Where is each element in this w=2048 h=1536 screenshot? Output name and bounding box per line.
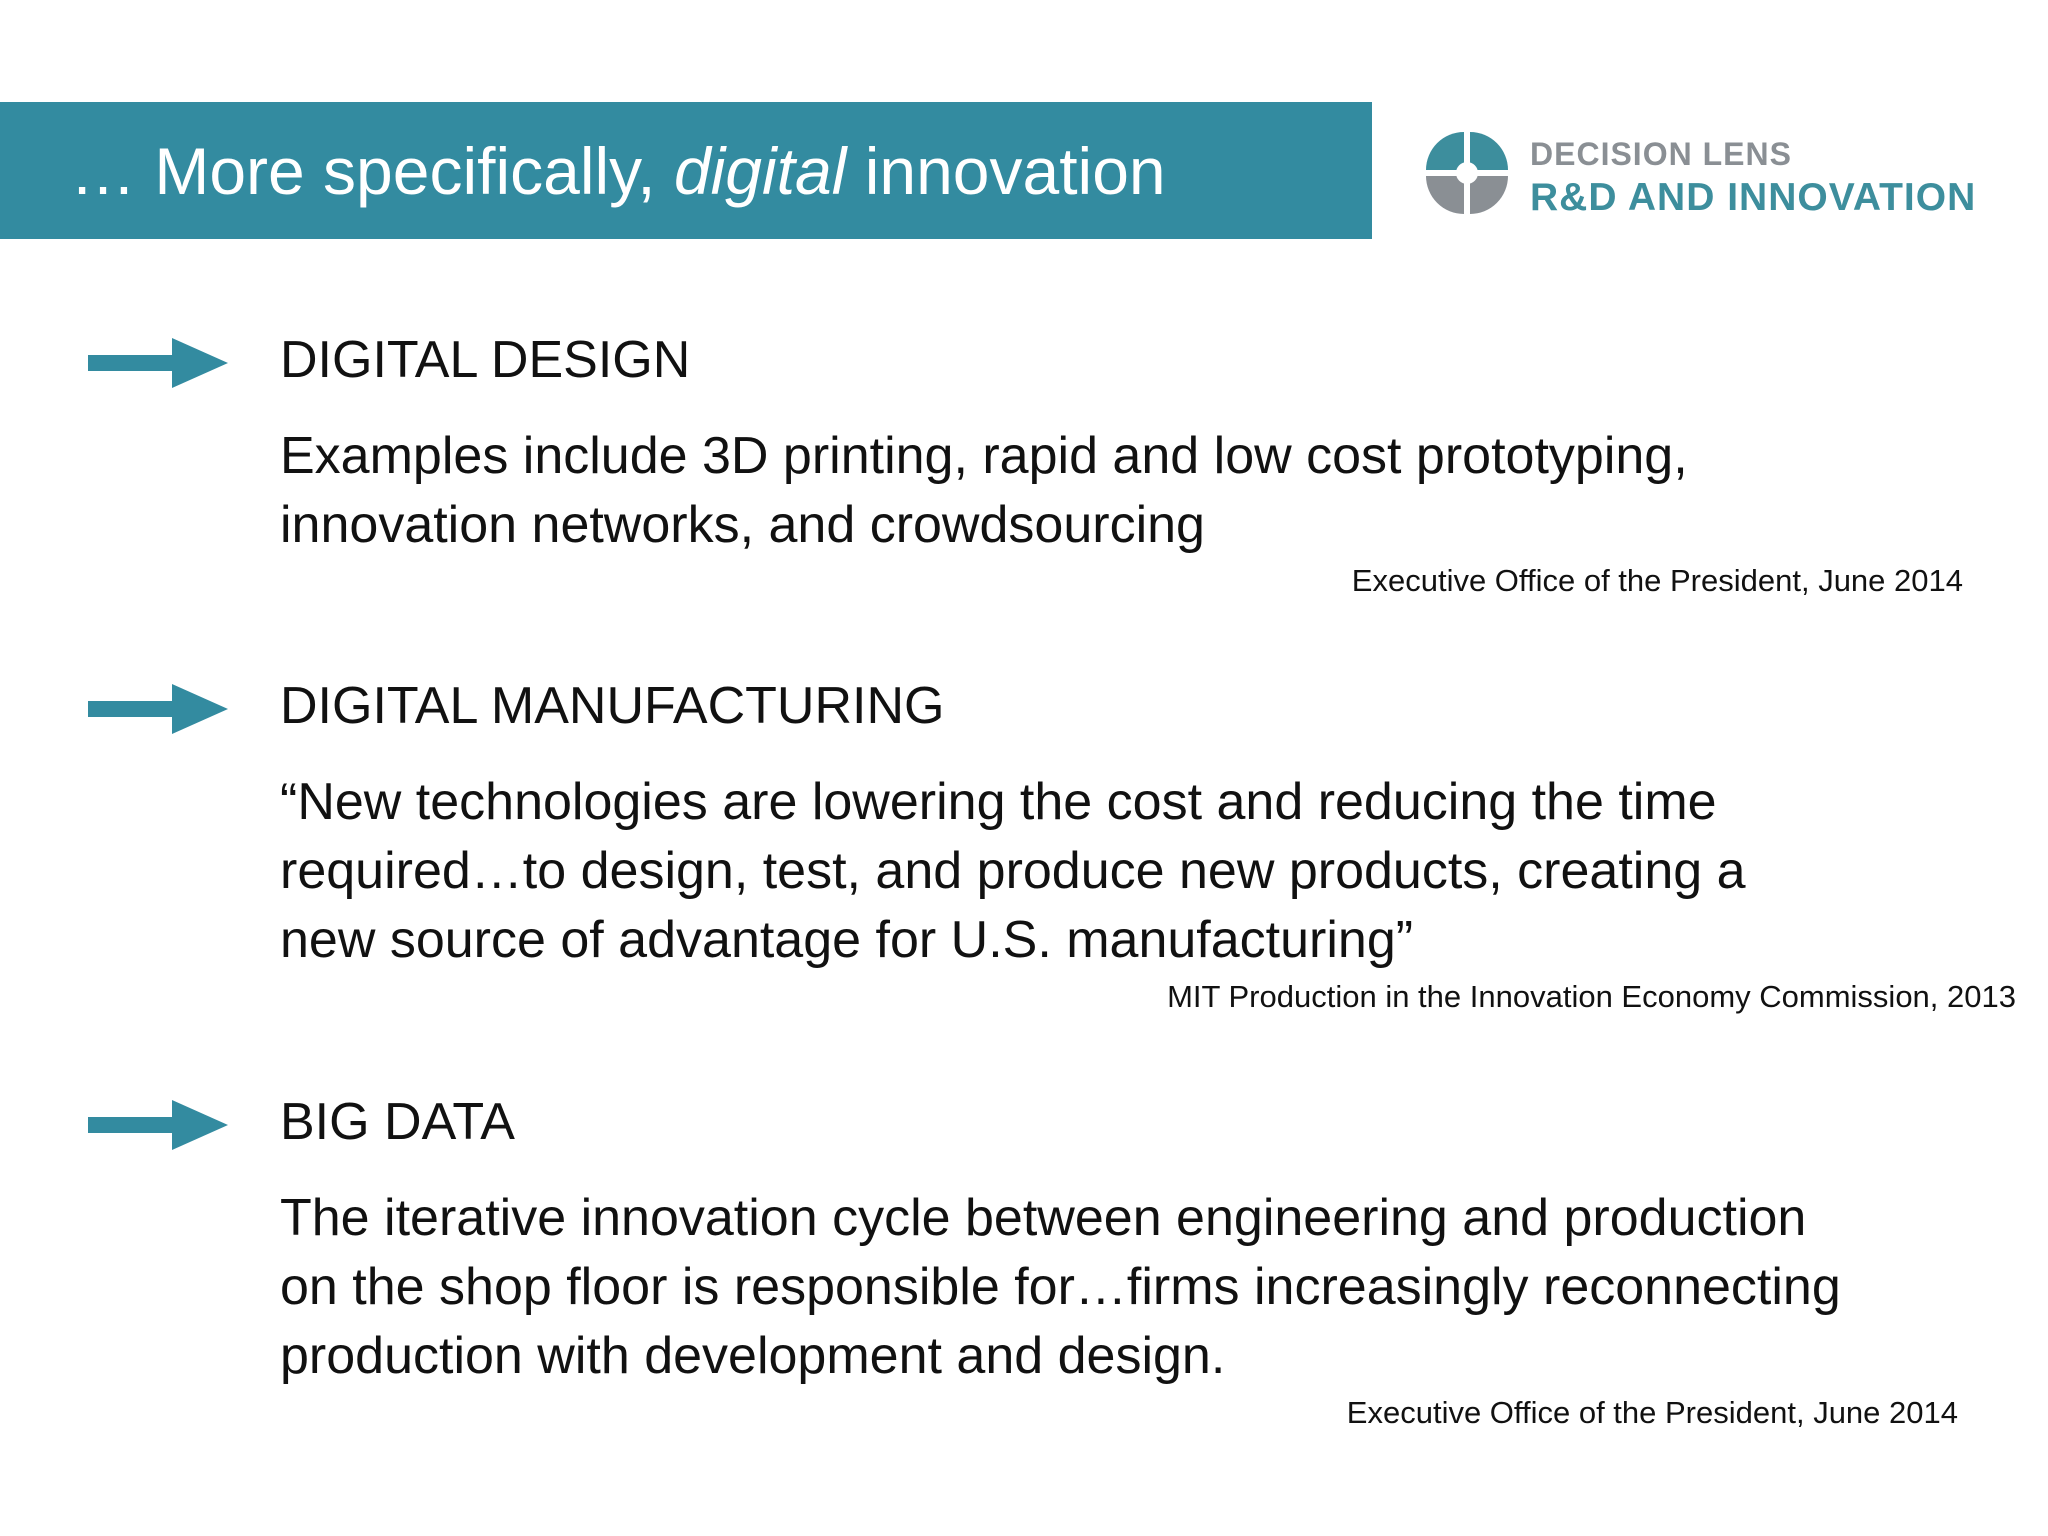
arrow-right-icon [88,684,228,734]
slide-title: … More specifically, digital innovation [70,138,1166,204]
logo-quadrant-icon [1426,132,1508,214]
title-prefix: … More specifically, [70,133,674,208]
section-body: Examples include 3D printing, rapid and … [280,427,1688,554]
section-heading: DIGITAL MANUFACTURING [280,677,945,735]
title-emphasis: digital [673,133,847,208]
logo-line-2: R&D AND INNOVATION [1530,176,1977,219]
arrow-right-icon [88,338,228,388]
section-source: Executive Office of the President, June … [1346,1395,1958,1430]
decision-lens-logo: DECISION LENS R&D AND INNOVATION [1420,126,2020,222]
section-body: “New technologies are lowering the cost … [280,773,1746,969]
section-source: Executive Office of the President, June … [1351,563,1963,598]
section-source: MIT Production in the Innovation Economy… [1167,979,2016,1014]
logo-line-1: DECISION LENS [1530,136,1792,172]
section-heading: DIGITAL DESIGN [280,331,691,389]
slide-title-bar: … More specifically, digital innovation [0,102,1372,239]
arrow-right-icon [88,1100,228,1150]
title-suffix: innovation [846,133,1166,208]
section-heading: BIG DATA [280,1093,515,1151]
section-body: The iterative innovation cycle between e… [280,1189,1841,1385]
